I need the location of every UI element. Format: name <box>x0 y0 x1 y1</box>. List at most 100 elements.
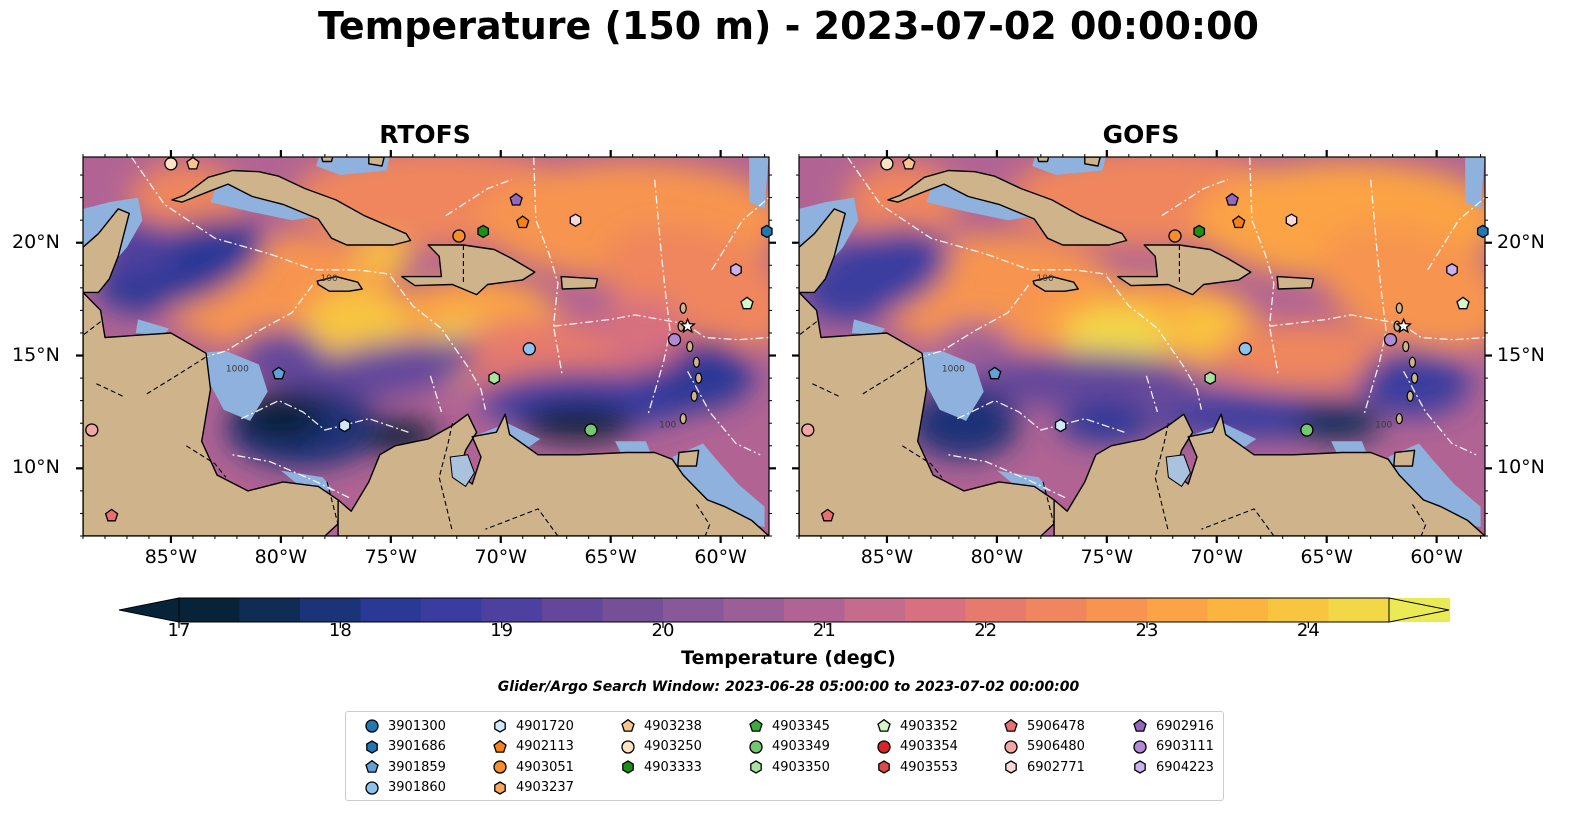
lesser-antilles-island-gofs-0 <box>1395 302 1403 314</box>
legend-swatch-4903553 <box>878 760 890 774</box>
lon-tick-label-1-2: 75°W <box>1080 546 1134 568</box>
shelf-gofs-0 <box>908 351 984 421</box>
colorbar-frame <box>178 597 1390 623</box>
float-marker-5906480-rtofs <box>85 423 99 437</box>
float-marker-4903352-gofs <box>1456 296 1470 310</box>
float-marker-3901859-gofs <box>987 366 1002 380</box>
legend-swatch-4903354 <box>877 739 891 754</box>
lon-tick-label-0-2: 75°W <box>364 546 418 568</box>
shelf-rtofs-7 <box>135 319 169 336</box>
legend-item-4903333: 4903333 <box>620 757 702 777</box>
legend-swatch-6902771 <box>1005 760 1017 774</box>
colorbar-bin-10 <box>784 598 846 622</box>
eez-line-gofs-4 <box>1249 157 1279 376</box>
lesser-antilles-island-gofs-3 <box>1408 356 1417 368</box>
lat-tick-label-0-0: 20°N <box>12 230 60 253</box>
border-rtofs-3 <box>438 423 453 532</box>
colorbar-tick-22: 22 <box>974 620 998 641</box>
legend-marker-hexagon-icon <box>366 739 378 754</box>
colorbar-bin-18 <box>1268 598 1330 622</box>
legend-swatch-5906480 <box>1004 739 1018 754</box>
lesser-antilles-island-gofs-5 <box>1406 390 1414 402</box>
colorbar-bin-19 <box>1328 598 1390 622</box>
legend-swatch-3901859 <box>365 759 379 773</box>
eddy-gofs-8 <box>1216 321 1393 390</box>
legend-marker-pentagon-icon <box>493 739 507 753</box>
eez-line-gofs-10 <box>948 454 1066 499</box>
colorbar-bin-3 <box>360 598 422 622</box>
land-cuba-gofs <box>887 169 1128 246</box>
legend-item-6902916: 6902916 <box>1132 716 1214 736</box>
border-gofs-8 <box>809 382 839 397</box>
eez-line-gofs-11 <box>1145 375 1159 413</box>
colorbar-bin-12 <box>905 598 967 622</box>
eddy-gofs-13 <box>1293 405 1382 442</box>
shelf-rtofs-6 <box>615 441 651 455</box>
legend-swatch-4903238 <box>621 718 635 732</box>
legend-marker-pentagon-icon <box>1133 718 1147 732</box>
float-marker-4901720-gofs <box>1054 418 1067 433</box>
eddy-gofs-2 <box>1319 224 1485 351</box>
map-panel-rtofs: 100 1000 100 <box>76 150 776 543</box>
land-yucatan-gofs <box>799 208 846 294</box>
float-marker-6903111-rtofs <box>667 333 682 347</box>
legend-item-5906478: 5906478 <box>1003 716 1085 736</box>
float-marker-4903238-gofs <box>902 156 916 170</box>
legend-marker-pentagon-icon <box>365 759 379 773</box>
legend-marker-circle-icon <box>621 739 635 754</box>
legend-item-4903553: 4903553 <box>876 757 958 777</box>
lesser-antilles-island-gofs-4 <box>1410 372 1419 384</box>
lesser-antilles-island-rtofs-5 <box>690 390 698 402</box>
float-marker-4902113-gofs <box>1232 215 1246 229</box>
land-hispaniola-gofs <box>1117 244 1252 296</box>
border-rtofs-2 <box>326 481 339 525</box>
legend-swatch-4903237 <box>494 780 506 795</box>
eddy-rtofs-8 <box>351 240 413 273</box>
legend-item-4903237: 4903237 <box>492 778 574 798</box>
station-star-gofs <box>1395 317 1412 334</box>
contour-label-gofs-1: 1000 <box>942 364 965 374</box>
land-trinidad-gofs <box>1393 449 1416 467</box>
lon-tick-label-1-3: 70°W <box>1190 546 1243 568</box>
legend-label: 4903345 <box>772 718 830 734</box>
eddy-gofs-6 <box>1065 308 1171 363</box>
legend-swatch-4903350 <box>750 760 762 774</box>
legend-marker-circle-icon <box>365 719 379 733</box>
float-marker-4903333-gofs <box>1193 224 1206 239</box>
legend-item-4903051: 4903051 <box>492 757 574 777</box>
border-rtofs-4 <box>485 508 559 536</box>
legend-label: 4903250 <box>644 739 702 754</box>
legend-item-6902771: 6902771 <box>1003 757 1085 777</box>
border-gofs-5 <box>1411 504 1427 536</box>
float-marker-4903250-gofs <box>880 157 894 171</box>
land-bahamas2-rtofs <box>368 157 385 167</box>
legend-marker-hexagon-icon <box>494 719 506 733</box>
eez-line-rtofs-12 <box>711 197 769 271</box>
land-cuba-rtofs <box>171 169 412 246</box>
legend-marker-pentagon-icon <box>749 718 763 732</box>
eez-line-rtofs-10 <box>232 454 350 499</box>
contour-label-gofs-2: 100 <box>1375 421 1392 431</box>
float-marker-3901686-rtofs <box>760 224 773 239</box>
border-rtofs-5 <box>695 504 711 536</box>
legend-marker-hexagon-icon <box>750 760 762 774</box>
land-yucatan-rtofs <box>83 208 130 294</box>
panel-title-gofs: GOFS <box>1102 120 1180 149</box>
shelf-gofs-9 <box>1465 157 1485 209</box>
legend-swatch-3901860 <box>365 780 379 795</box>
colorbar-extend-min <box>118 597 180 623</box>
legend-swatch-3901300 <box>365 719 379 733</box>
eez-line-gofs-5 <box>1363 179 1387 415</box>
legend-item-3901300: 3901300 <box>364 716 446 736</box>
eez-line-gofs-12 <box>1427 197 1485 271</box>
legend-marker-hexagon-icon <box>494 780 506 795</box>
legend-swatch-4903333 <box>622 760 634 774</box>
land-bahamas1-rtofs <box>320 157 334 163</box>
legend-label: 3901859 <box>388 759 446 775</box>
eddy-gofs-9 <box>963 353 1206 408</box>
eddy-rtofs-10 <box>282 339 478 404</box>
lat-tick-label-1-0: 20°N <box>1497 230 1545 253</box>
land-puertoRico-gofs <box>1276 275 1315 290</box>
